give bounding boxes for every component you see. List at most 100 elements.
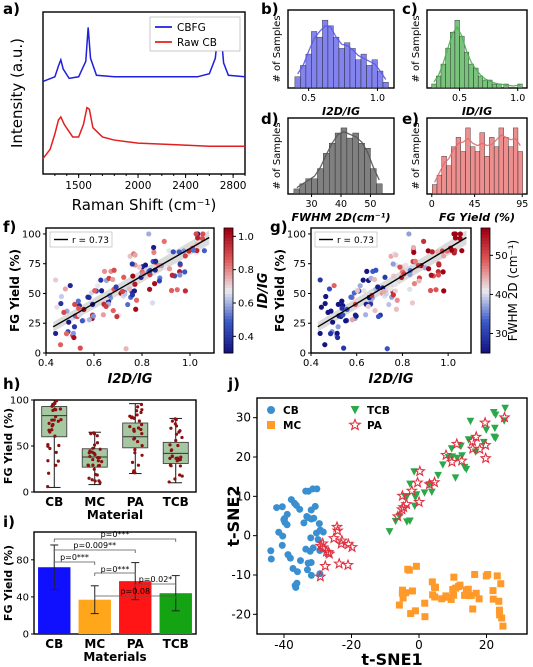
box-pa [122,422,149,449]
bar-y-label: FG Yield (%) [2,545,15,621]
tsne-point-pa [391,510,404,522]
panel-label-g: g) [270,218,288,236]
scatter-g-point [393,281,399,287]
raman-legend-label: Raw CB [177,37,217,49]
hist-b-bar [322,19,329,89]
scatter-f-point [86,317,92,323]
tsne-point-mc [493,572,501,580]
tsne-point-pa [396,489,409,502]
bar-significance-bracket [94,595,177,599]
hist-e-bar [508,146,514,195]
tsne-point-cb [267,547,275,555]
hist-e-bar [503,137,509,195]
tsne-point-pa [316,536,329,549]
scatter-g-point [334,334,341,341]
panel-label-i: i) [3,513,15,531]
scatter-f-colorbar-segment [224,324,233,329]
tsne-point-mc [471,570,479,578]
scatter-f-cbar-tick-label: 0.8 [238,265,254,276]
tsne-point-mc [461,591,469,599]
scatter-f-point [170,249,176,255]
hist-c-bar [491,83,497,89]
raman-y-label: Intensity (a.u.) [8,38,26,148]
scatter-f-point [119,288,126,295]
box-point [50,418,54,422]
tsne-point-cb [293,568,301,576]
tsne-point-pa [400,497,413,510]
scatter-f-colorbar-segment [224,240,233,245]
scatter-g-point [363,312,369,318]
scatter-g-colorbar-segment [481,331,490,335]
scatter-g-point [411,249,417,255]
box-point [58,407,63,411]
tsne-point-mc [438,595,446,603]
scatter-g-colorbar-segment [481,343,490,348]
tsne-point-cb [296,557,304,565]
box-point [91,446,95,450]
scatter-g-colorbar-segment [481,274,490,279]
box-x-label: Material [87,508,143,522]
scatter-f-point [193,231,199,237]
panel-label-e: e) [402,110,419,128]
tsne-point-tcb [501,404,510,413]
panel-label-c: c) [402,0,418,18]
scatter-f-colorbar-segment [224,299,233,304]
bar-y-tick-label: 40 [16,592,29,603]
scatter-f-y-tick-label: 50 [28,289,41,300]
tsne-point-pa [335,537,348,549]
scatter-f-x-tick-label: 0.6 [86,358,102,369]
hist-e-bar [479,132,485,195]
tsne-y-tick-label: 30 [236,411,251,425]
scatter-g-colorbar-segment [481,259,490,263]
tsne-y-tick-label: 20 [236,450,251,464]
box-point [174,432,179,436]
bar-y-tick-label: 0 [23,630,29,641]
box-point [46,485,50,489]
tsne-point-tcb [489,409,498,417]
tsne-point-mc [450,573,458,581]
scatter-g-colorbar-segment [481,253,490,257]
scatter-f-colorbar-segment [224,312,233,316]
scatter-g-point [436,261,442,267]
scatter-f-point [95,283,101,289]
hist-e-bar [460,151,466,195]
tsne-point-pa [478,416,492,428]
scatter-g-point [331,282,337,289]
tsne-point-mc [404,565,412,573]
box-point [100,460,104,464]
scatter-f-point [201,248,207,254]
tsne-point-pa [413,464,426,477]
tsne-y-tick-label: 0 [243,529,251,543]
tsne-point-pa [423,477,436,490]
scatter-g-point [457,235,463,242]
scatter-f-colorbar-segment [224,256,233,260]
tsne-x-tick-label: 20 [479,638,494,652]
tsne-point-pa [455,454,468,466]
scatter-g-point [330,319,336,325]
scatter-g-point [343,318,349,324]
scatter-f-point [129,292,136,298]
tsne-point-mc [472,589,480,597]
scatter-g-x-label: I2D/IG [369,372,414,387]
bar-significance-bracket [94,572,136,576]
scatter-g-colorbar-segment [481,246,490,251]
hist-c-bar [468,63,474,89]
scatter-f-point [152,281,158,287]
tsne-point-cb [296,505,304,513]
box-category-label: MC [84,495,105,509]
scatter-f-point [66,319,72,325]
scatter-f-point [166,248,172,254]
tsne-point-pa [323,547,336,559]
hist-e-bar [470,146,476,195]
box-point [46,459,50,463]
scatter-g-y-label: FG Yield (%) [273,249,287,332]
tsne-point-mc [464,585,472,593]
tsne-point-tcb [434,471,442,480]
raman-plot-frame [42,11,246,175]
tsne-point-pa [397,500,410,513]
hist-c-bar [477,75,484,89]
tsne-legend-label: PA [367,420,383,432]
scatter-f-colorbar-segment [224,303,233,307]
tsne-x-tick-label: 0 [415,638,423,652]
hist-e-bar [474,151,481,195]
